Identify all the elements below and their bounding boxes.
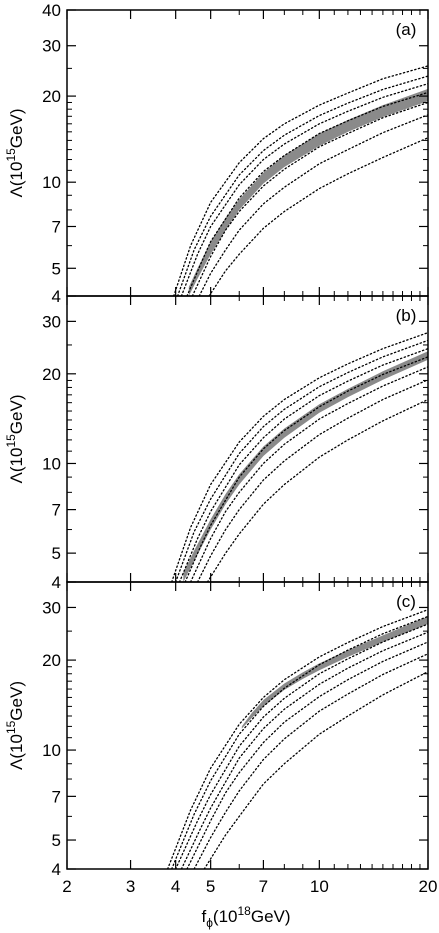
- panel-1: 4 5 7 10 20 30 40 (a) Λ(1015GeV): [4, 1, 429, 306]
- dotted-curve-2: [175, 339, 428, 582]
- ytick-label: 30: [42, 312, 61, 331]
- dotted-curve-2: [176, 75, 428, 296]
- ytick-label: 10: [42, 173, 61, 192]
- dotted-curve-1: [166, 608, 428, 869]
- dotted-curve-7: [203, 670, 428, 869]
- panel-2: 4 5 7 10 20 30 (b) Λ(1015GeV): [4, 295, 429, 592]
- ytick-label: 7: [52, 787, 61, 806]
- ytick-label: 30: [42, 598, 61, 617]
- ytick-label: 20: [42, 365, 61, 384]
- dotted-curve-3: [175, 623, 428, 869]
- xtick-label: 4: [171, 877, 180, 896]
- xtick-label: 20: [419, 877, 438, 896]
- dotted-curve-4: [186, 91, 428, 296]
- y-axis-label: Λ(1015GeV): [4, 681, 26, 770]
- dotted-curve-5: [191, 101, 428, 296]
- ytick-label: 20: [42, 651, 61, 670]
- ytick-label: 30: [42, 37, 61, 56]
- dotted-curve-1: [171, 331, 428, 582]
- panel-3: 4 5 7 10 20 30 (c) Λ(1015GeV): [4, 581, 429, 879]
- ytick-label: 4: [52, 287, 61, 306]
- xtick-label: 10: [310, 877, 329, 896]
- dotted-curve-4: [184, 356, 428, 582]
- dotted-curve-2: [171, 615, 428, 869]
- panel-label: (a): [396, 20, 417, 39]
- dotted-curve-1: [173, 65, 428, 296]
- dotted-curve-3: [178, 347, 428, 582]
- ytick-label: 20: [42, 87, 61, 106]
- x-axis-label: fϕ(1018GeV): [201, 904, 290, 930]
- xtick-label: 2: [62, 877, 71, 896]
- ytick-label: 10: [42, 454, 61, 473]
- y-axis-label: Λ(1015GeV): [4, 395, 26, 484]
- plot-frame: [66, 295, 429, 583]
- shaded-band: [188, 88, 428, 296]
- dotted-curve-3: [180, 83, 428, 296]
- shaded-band: [241, 616, 428, 729]
- dotted-curve-7: [206, 398, 428, 582]
- xtick-label: 5: [206, 877, 215, 896]
- ytick-label: 4: [52, 573, 61, 592]
- dotted-curve-7: [208, 137, 428, 296]
- dotted-curve-6: [196, 379, 428, 582]
- plot-frame: [66, 581, 429, 870]
- ytick-label: 7: [52, 501, 61, 520]
- plot-frame: [66, 9, 429, 297]
- y-axis-label: Λ(1015GeV): [4, 109, 26, 198]
- ytick-label: 7: [52, 217, 61, 236]
- shaded-band: [183, 351, 428, 582]
- dotted-curve-5: [189, 366, 428, 582]
- ytick-label: 4: [52, 860, 61, 879]
- ytick-label: 5: [52, 544, 61, 563]
- ytick-label: 5: [52, 259, 61, 278]
- ytick-label: 40: [42, 1, 61, 20]
- xtick-label: 3: [126, 877, 135, 896]
- dotted-curve-5: [186, 641, 428, 869]
- dotted-curve-4: [180, 631, 428, 869]
- panel-label: (c): [396, 592, 416, 611]
- ytick-label: 10: [42, 741, 61, 760]
- dotted-curve-6: [198, 114, 428, 296]
- ytick-label: 5: [52, 831, 61, 850]
- xtick-label: 7: [259, 877, 268, 896]
- dotted-curve-6: [193, 653, 428, 869]
- panel-label: (b): [396, 306, 417, 325]
